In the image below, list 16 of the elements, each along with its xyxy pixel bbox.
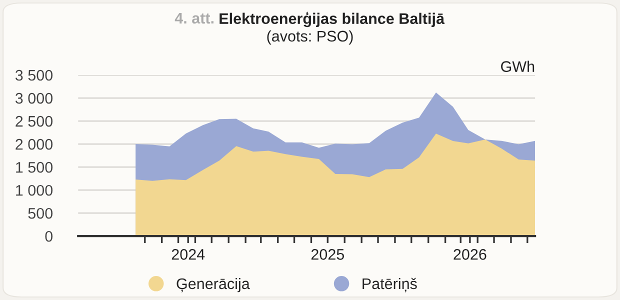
y-tick-label: 1 500	[16, 162, 53, 173]
y-tick-label: 0	[45, 230, 53, 242]
x-tick-label: 2024	[172, 249, 205, 260]
x-tick-label: 2025	[311, 249, 344, 260]
legend-label: Ģenerācija	[176, 278, 250, 292]
chart-subtitle: (avots: PSO)	[267, 30, 353, 45]
y-tick-label: 2 500	[16, 116, 53, 127]
chart-title: 4. att. Elektroenerģijas bilance Baltijā	[174, 12, 445, 28]
x-tick-label: 2026	[454, 249, 486, 260]
y-tick-label: 500	[28, 208, 53, 219]
y-tick-label: 3 000	[15, 92, 53, 104]
y-tick-label: 2 000	[16, 138, 53, 150]
y-tick-label: 1 000	[16, 184, 53, 196]
y-tick-label: 3 500	[15, 70, 53, 81]
legend-label: Patēriņš	[362, 278, 417, 292]
y-axis-title: GWh	[501, 60, 534, 72]
